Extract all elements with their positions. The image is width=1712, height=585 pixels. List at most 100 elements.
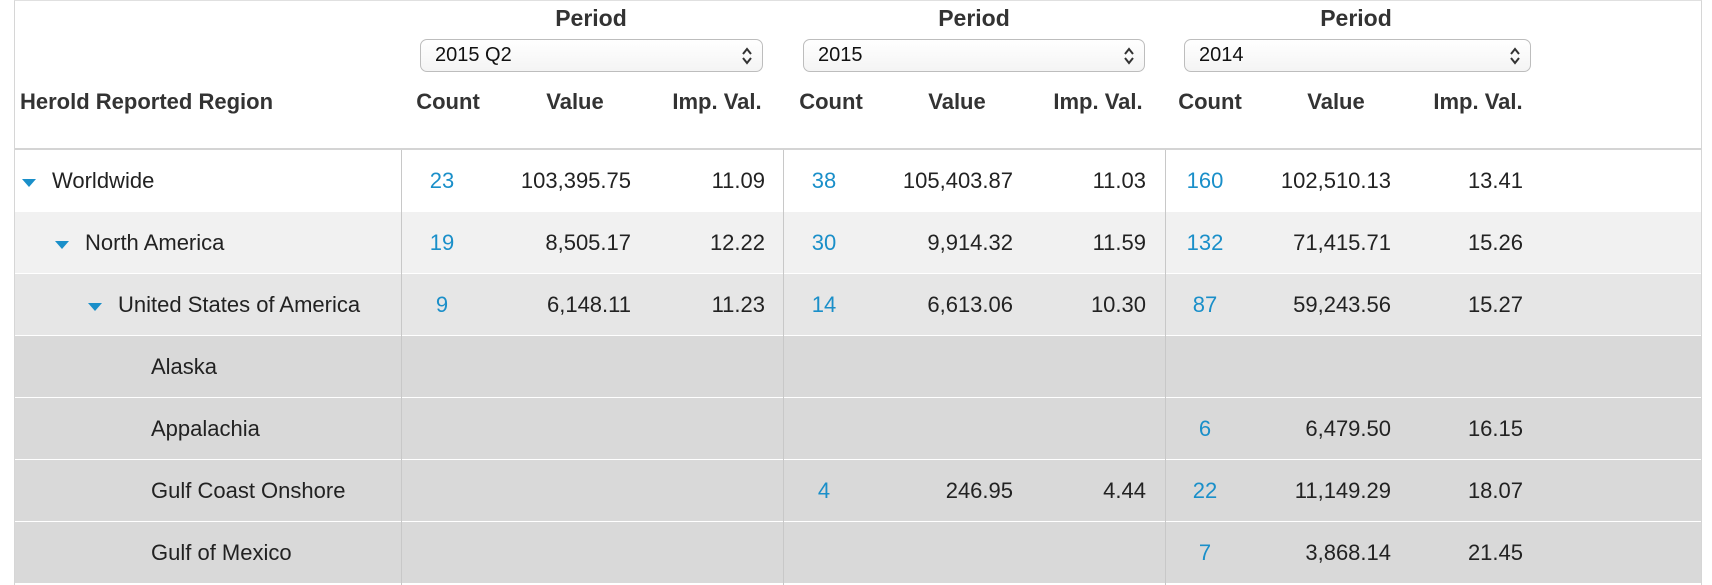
- impval-header-2: Imp. Val.: [1053, 89, 1143, 114]
- count-cell[interactable]: 30: [811, 230, 837, 255]
- imp-val-cell: [665, 460, 765, 522]
- row-label: Alaska: [151, 354, 218, 379]
- value-header-2: Value: [928, 89, 986, 114]
- group-divider: [1165, 150, 1166, 585]
- count-cell: [403, 336, 481, 398]
- value-cell: 6,613.06: [927, 292, 1013, 317]
- value-cell: 6,479.50: [1305, 416, 1391, 441]
- table-row: Worldwide 23 103,395.75 11.09 38 105,403.87 11…: [15, 150, 1701, 212]
- count-cell: [403, 522, 481, 584]
- imp-val-cell: [1046, 336, 1146, 398]
- value-cell: [873, 522, 1013, 584]
- value-header-3: Value: [1307, 89, 1365, 114]
- imp-val-cell: 15.27: [1467, 292, 1523, 317]
- value-cell: [491, 336, 631, 398]
- imp-val-cell: 21.45: [1467, 540, 1523, 565]
- value-cell: 3,868.14: [1305, 540, 1391, 565]
- row-label: Gulf of Mexico: [151, 540, 292, 565]
- table-row: Appalachia 6 6,479.50 16.15: [15, 398, 1701, 460]
- row-label: Gulf Coast Onshore: [151, 478, 346, 503]
- value-cell: [491, 522, 631, 584]
- group-divider: [783, 150, 784, 585]
- value-cell: 71,415.71: [1293, 230, 1391, 255]
- caret-down-icon[interactable]: [55, 241, 69, 249]
- count-header-3: Count: [1178, 89, 1242, 114]
- table-row: Alaska: [15, 336, 1701, 398]
- value-cell: 8,505.17: [545, 230, 631, 255]
- period-heading-1: Period: [555, 5, 627, 31]
- value-cell: 6,148.11: [546, 292, 631, 317]
- count-cell[interactable]: 6: [1198, 416, 1212, 441]
- count-cell[interactable]: 87: [1192, 292, 1218, 317]
- imp-val-cell: 15.26: [1467, 230, 1523, 255]
- up-down-chevron-icon: [1510, 47, 1520, 65]
- imp-val-cell: 10.30: [1090, 292, 1146, 317]
- count-cell: [403, 398, 481, 460]
- region-column-header: Herold Reported Region: [20, 89, 274, 114]
- value-cell: [491, 460, 631, 522]
- count-cell[interactable]: 4: [817, 478, 831, 503]
- value-cell: 246.95: [945, 478, 1013, 503]
- table-row: Gulf of Mexico 7 3,868.14 21.45: [15, 522, 1701, 584]
- row-label: Worldwide: [52, 168, 155, 193]
- table-row: North America 19 8,505.17 12.22 30 9,914.32 11…: [15, 212, 1701, 274]
- table-row: United States of America 9 6,148.11 11.23 14…: [15, 274, 1701, 336]
- imp-val-cell: 18.07: [1467, 478, 1523, 503]
- up-down-chevron-icon: [1124, 47, 1134, 65]
- value-cell: 105,403.87: [902, 168, 1013, 193]
- count-cell: [785, 336, 863, 398]
- table-row: Gulf Coast Onshore 4 246.95 4.44 22 11,149.29…: [15, 460, 1701, 522]
- up-down-chevron-icon: [742, 47, 752, 65]
- pivot-table: Period Period Period 2015 Q2 2015 2014 H…: [14, 0, 1702, 585]
- count-cell[interactable]: 132: [1186, 230, 1224, 255]
- impval-header-1: Imp. Val.: [672, 89, 762, 114]
- caret-down-icon[interactable]: [88, 303, 102, 311]
- caret-down-icon[interactable]: [22, 179, 36, 187]
- imp-val-cell: [665, 522, 765, 584]
- row-label: North America: [85, 230, 225, 255]
- impval-header-3: Imp. Val.: [1433, 89, 1523, 114]
- count-cell: [403, 460, 481, 522]
- value-cell: 59,243.56: [1293, 292, 1391, 317]
- period-select-1[interactable]: 2015 Q2: [420, 39, 763, 72]
- imp-val-cell: [1423, 336, 1523, 398]
- count-cell[interactable]: 14: [811, 292, 837, 317]
- period-heading-3: Period: [1320, 5, 1392, 31]
- imp-val-cell: [665, 398, 765, 460]
- imp-val-cell: 11.23: [711, 292, 765, 317]
- count-cell: [1166, 336, 1244, 398]
- row-label: Appalachia: [151, 416, 260, 441]
- imp-val-cell: 11.59: [1092, 230, 1146, 255]
- imp-val-cell: [1046, 398, 1146, 460]
- row-label: United States of America: [118, 292, 361, 317]
- period-select-2[interactable]: 2015: [803, 39, 1145, 72]
- count-cell[interactable]: 38: [811, 168, 837, 193]
- imp-val-cell: 11.03: [1092, 168, 1146, 193]
- value-cell: [873, 398, 1013, 460]
- imp-val-cell: 12.22: [709, 230, 765, 255]
- value-header-1: Value: [546, 89, 604, 114]
- count-cell[interactable]: 22: [1192, 478, 1218, 503]
- count-cell[interactable]: 160: [1186, 168, 1224, 193]
- imp-val-cell: 16.15: [1467, 416, 1523, 441]
- count-header-2: Count: [799, 89, 863, 114]
- header-divider: [15, 148, 1701, 150]
- period-select-3[interactable]: 2014: [1184, 39, 1531, 72]
- count-cell[interactable]: 19: [429, 230, 455, 255]
- imp-val-cell: [1046, 522, 1146, 584]
- group-divider: [401, 150, 402, 585]
- count-cell[interactable]: 7: [1198, 540, 1212, 565]
- imp-val-cell: 4.44: [1103, 478, 1146, 503]
- period-select-2-value: 2015: [818, 44, 863, 66]
- imp-val-cell: [665, 336, 765, 398]
- count-cell[interactable]: 9: [435, 292, 449, 317]
- imp-val-cell: 11.09: [711, 168, 765, 193]
- value-cell: 11,149.29: [1294, 478, 1391, 503]
- value-cell: [491, 398, 631, 460]
- period-select-1-value: 2015 Q2: [435, 44, 512, 66]
- count-cell: [785, 522, 863, 584]
- value-cell: 102,510.13: [1280, 168, 1391, 193]
- period-heading-2: Period: [938, 5, 1010, 31]
- value-cell: 9,914.32: [927, 230, 1013, 255]
- count-cell[interactable]: 23: [429, 168, 455, 193]
